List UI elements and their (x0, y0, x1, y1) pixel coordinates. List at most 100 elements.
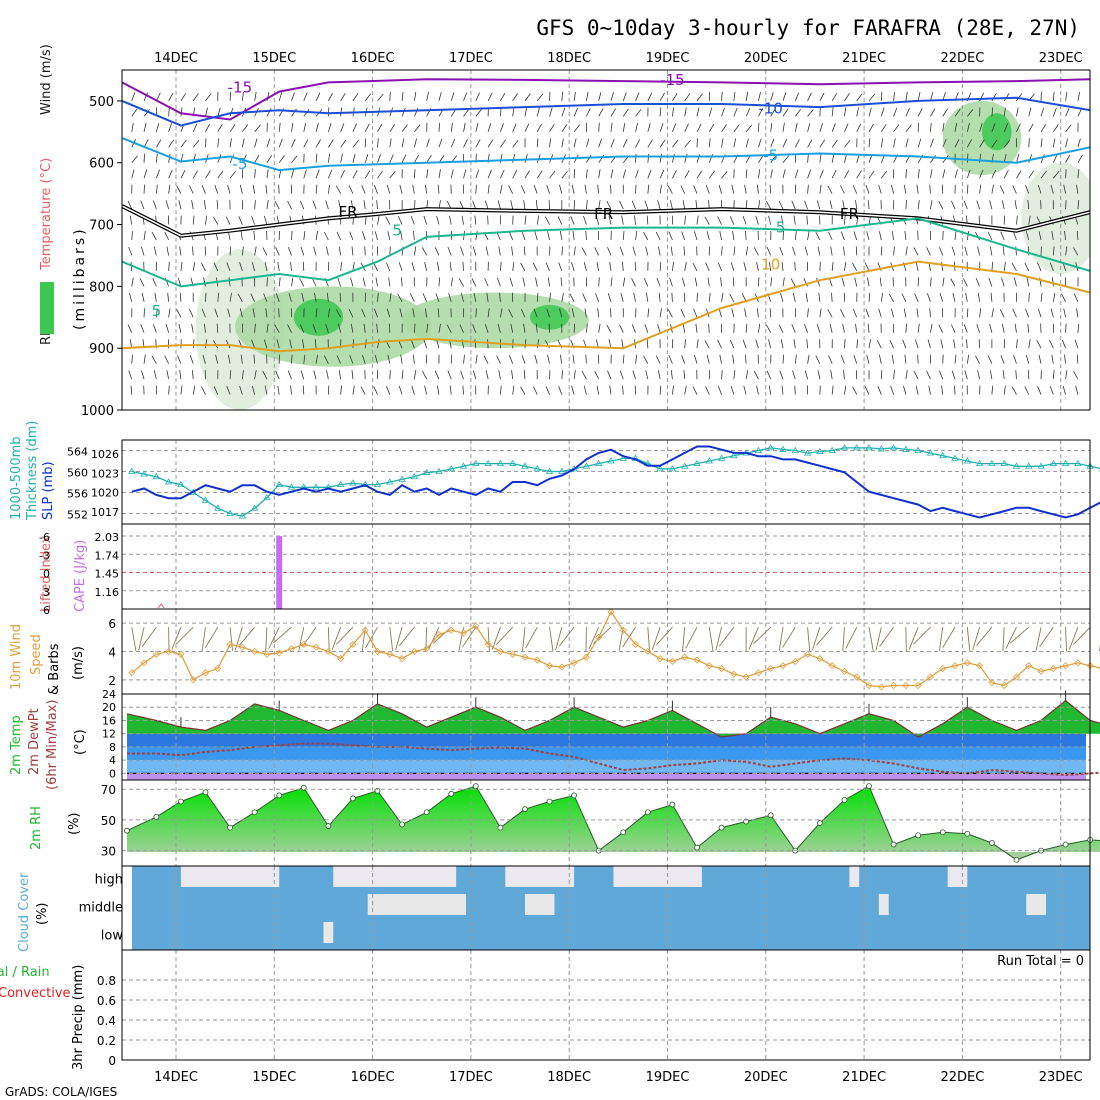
wind-barb (745, 91, 749, 101)
wind-barb (610, 92, 614, 102)
wind-barb (300, 370, 305, 380)
t2-label-b: 2m DewPt (27, 708, 42, 775)
wind-barb (229, 370, 232, 380)
wind-barb (204, 323, 206, 333)
wind10-speed-marker (545, 662, 554, 670)
wind-barb (794, 139, 800, 148)
wind-barb (511, 246, 514, 256)
wind-barb (229, 170, 237, 179)
wind10-barb (1035, 627, 1042, 651)
wind-barb (362, 231, 366, 241)
wind-barb (436, 215, 440, 225)
wind-barb (794, 231, 797, 241)
wind10-speed-marker (582, 653, 590, 661)
wind-barb (696, 154, 701, 163)
cloud-clear-span (505, 866, 575, 887)
wind-barb (1011, 386, 1017, 395)
wind10-barb (1005, 626, 1017, 649)
rh2-y-tick: 50 (101, 814, 116, 828)
wind10-speed-marker (902, 681, 910, 690)
wind-barb (963, 200, 968, 210)
rh2-marker (571, 792, 578, 799)
wind-barb (721, 91, 723, 101)
wind-barb (670, 370, 673, 380)
wind-barb (721, 370, 723, 380)
wind-barb (449, 385, 452, 395)
wind-barb (717, 216, 722, 225)
wind-barb (536, 339, 540, 349)
wind-barb (438, 92, 442, 102)
wind-barb (338, 200, 342, 210)
wind-barb (672, 123, 677, 132)
wind-barb (831, 139, 838, 148)
contour-label: 10 (761, 256, 780, 274)
wind-barb (655, 231, 661, 241)
wind10-speed-marker (238, 643, 246, 651)
wind-barb (780, 215, 784, 225)
wind10-speed-marker (804, 650, 812, 658)
wind-barb (1013, 354, 1017, 364)
thickness-marker (840, 444, 849, 451)
wind-barb (929, 308, 931, 318)
wind-barb (413, 230, 415, 241)
wind-barb (241, 154, 247, 163)
wind-barb (1016, 123, 1021, 132)
wind-barb (240, 354, 243, 364)
wind-barb (953, 339, 956, 349)
wind-barb (523, 200, 526, 210)
wind-barb (840, 185, 845, 194)
wind-barb (758, 138, 762, 148)
thickness-marker (877, 445, 886, 452)
wind-barb (610, 122, 613, 132)
wind-barb (1000, 355, 1005, 364)
wind-barb (659, 261, 662, 271)
wind10-speed-marker (128, 669, 136, 677)
wind-barb (291, 108, 297, 117)
wind-barb (475, 231, 478, 241)
x-tick-bottom-15DEC: 15DEC (252, 1070, 296, 1085)
li-tick: 0 (43, 568, 50, 581)
wind-barb (264, 262, 268, 271)
wind10-barb (265, 627, 268, 652)
rh2-marker (644, 809, 651, 816)
wind-barb (500, 169, 505, 179)
wind-barb (213, 216, 219, 225)
wind-barb (251, 262, 256, 272)
wind10-speed-marker (607, 608, 615, 616)
wind-barb (670, 200, 673, 210)
wind10-speed-marker (853, 673, 861, 681)
wind-barb (719, 354, 722, 364)
wind-barb (1037, 308, 1042, 318)
wind-barb (721, 124, 727, 133)
wind-barb (976, 200, 980, 210)
wind-barb (533, 185, 538, 194)
thickness-marker (791, 446, 799, 453)
wind10-speed-marker (1025, 662, 1033, 670)
wind-barb (141, 246, 145, 256)
wind-barb (497, 200, 501, 210)
wind-barb (745, 124, 753, 133)
wind-barb (401, 91, 404, 101)
wind-barb (878, 184, 882, 194)
wind-barb (1065, 107, 1070, 117)
wind-barb (930, 277, 932, 287)
wind-barb (312, 200, 317, 210)
t2-label-a: 2m Temp (9, 715, 24, 775)
wind-barb (265, 308, 268, 318)
wind-barb (338, 323, 342, 333)
wind-barb (829, 323, 833, 333)
wind-barb (1073, 293, 1079, 302)
thickness-marker (803, 449, 812, 456)
wind-barb (1003, 170, 1009, 179)
wind-barb (819, 153, 822, 163)
thickness-marker (717, 454, 726, 461)
rh2-marker (350, 795, 356, 802)
wind-barb (536, 170, 543, 179)
chart-title: GFS 0~10day 3-hourly for FARAFRA (28E, 2… (536, 16, 1080, 40)
wind-barb (178, 200, 182, 210)
wind-barb (828, 231, 833, 241)
wind-barb (500, 92, 506, 102)
thickness-marker (275, 480, 283, 488)
